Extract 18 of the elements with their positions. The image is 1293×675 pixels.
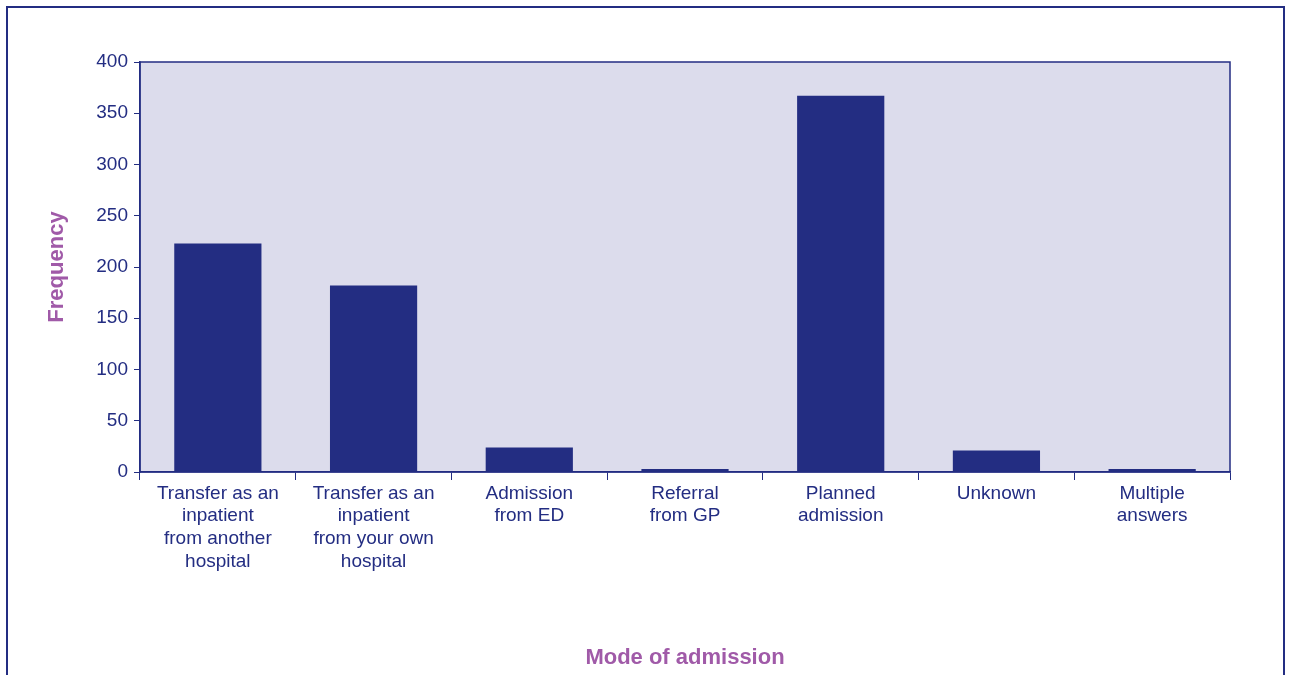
y-tick-label: 150 <box>96 306 128 328</box>
x-axis-title: Mode of admission <box>585 643 785 669</box>
y-tick-label: 50 <box>106 408 128 430</box>
y-tick-label: 0 <box>117 460 128 482</box>
y-axis-title: Frequency <box>43 210 69 323</box>
x-tick-label: Planned admission <box>797 481 884 526</box>
y-tick-label: 300 <box>96 152 128 174</box>
x-tick-label: Referral from GP <box>649 481 721 526</box>
x-tick-label: Transfer as an inpatient from another hospital <box>156 481 279 572</box>
y-tick-label: 200 <box>96 255 128 277</box>
y-tick-label: 400 <box>96 50 128 72</box>
x-tick-label: Transfer as an inpatient from your own hospital <box>312 481 435 572</box>
y-tick-label: 250 <box>96 203 128 225</box>
y-tick-label: 100 <box>96 357 128 379</box>
x-tick-label: Multiple answers <box>1116 481 1188 526</box>
x-tick-label: Admission from ED <box>485 481 574 526</box>
x-tick-label: Unknown <box>956 481 1037 503</box>
y-tick-label: 350 <box>96 101 128 123</box>
